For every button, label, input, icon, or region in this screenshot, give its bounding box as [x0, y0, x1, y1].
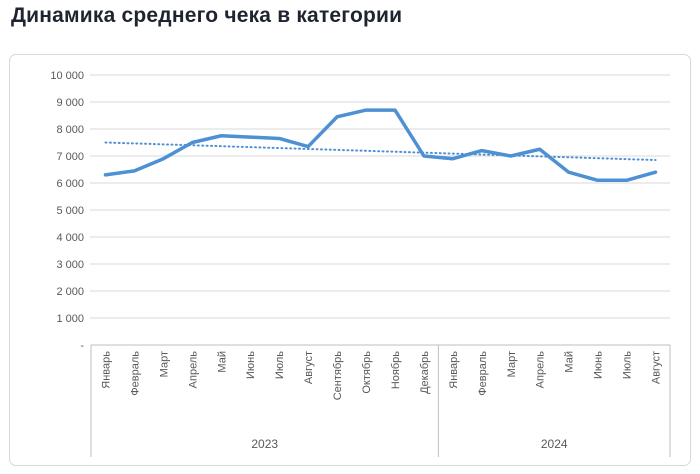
x-axis-month-label: Март: [158, 351, 170, 377]
trendline-dotted: [104, 141, 657, 162]
y-axis-tick-label: 5 000: [56, 205, 84, 217]
y-axis-tick-label: 7 000: [56, 151, 84, 163]
x-axis-month-label: Февраль: [477, 351, 489, 396]
x-axis-month-label: Январь: [448, 351, 460, 389]
y-axis-tick-label: -: [80, 340, 84, 352]
y-axis-tick-label: 8 000: [56, 124, 84, 136]
y-axis-tick-label: 3 000: [56, 259, 84, 271]
x-axis-month-label: Апрель: [535, 351, 547, 389]
y-axis-tick-label: 9 000: [56, 97, 84, 109]
x-axis-month-label: Август: [303, 351, 315, 384]
x-axis-month-label: Май: [216, 351, 228, 373]
x-axis-month-label: Февраль: [129, 351, 141, 396]
y-axis-tick-label: 4 000: [56, 232, 84, 244]
x-axis-month-label: Июль: [622, 351, 634, 379]
x-axis-month-label: Март: [506, 351, 518, 377]
y-axis-tick-label: 1 000: [56, 313, 84, 325]
x-axis-month-label: Декабрь: [419, 351, 431, 394]
y-axis-tick-label: 2 000: [56, 286, 84, 298]
x-axis-month-label: Октябрь: [361, 351, 373, 394]
x-axis-month-label: Апрель: [187, 351, 199, 389]
x-axis-month-label: Июнь: [593, 351, 605, 379]
y-axis-tick-label: 6 000: [56, 178, 84, 190]
data-series-line: [103, 108, 658, 183]
x-axis-month-label: Июнь: [245, 351, 257, 379]
x-axis-month-label: Сентябрь: [332, 351, 344, 401]
chart-frame: [9, 54, 691, 466]
chart-title: Динамика среднего чека в категории: [11, 4, 403, 27]
x-axis-year-label: 2023: [251, 437, 278, 451]
y-axis-tick-label: 10 000: [50, 70, 84, 82]
x-axis-month-label: Ноябрь: [390, 351, 402, 389]
x-axis-year-label: 2024: [541, 437, 568, 451]
x-axis-month-label: Август: [651, 351, 663, 384]
x-axis-month-label: Январь: [100, 351, 112, 389]
x-axis-month-label: Июль: [274, 351, 286, 379]
x-axis-month-label: Май: [564, 351, 576, 373]
